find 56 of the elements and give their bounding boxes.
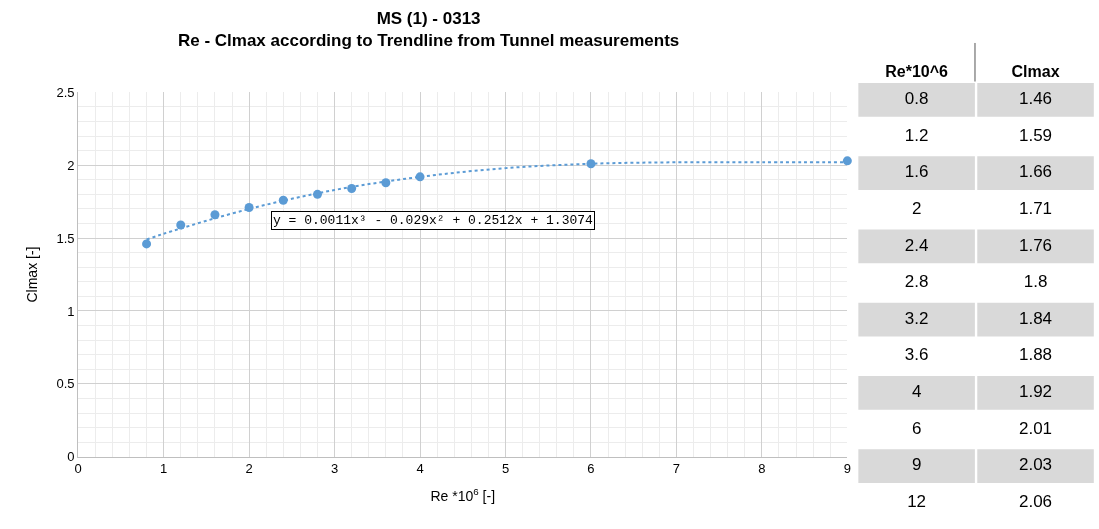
x-tick-label: 3 (330, 461, 339, 477)
data-label: 2.8 (904, 272, 929, 292)
data-label: 4 (911, 382, 922, 402)
y-tick-label: 1.5 (56, 230, 75, 246)
y-tick-label: 2.5 (56, 84, 75, 100)
data-label: 2.06 (1019, 491, 1053, 511)
y-tick-label: 2 (67, 157, 75, 173)
point (312, 189, 322, 199)
chart-title: MS (1) - 0313 (376, 8, 481, 28)
x-tick-label: 4 (416, 461, 424, 477)
point (415, 172, 425, 182)
data-label: 2.4 (904, 235, 929, 255)
data-label: 1.59 (1019, 125, 1053, 145)
y-axis-title: Clmax [-] (24, 246, 41, 303)
y-tick-label: 0 (67, 449, 75, 465)
x-tick-label: Clmax (1011, 63, 1060, 81)
annotation: y = 0.0011x³ - 0.029x² + 0.2512x + 1.3074 (273, 213, 594, 228)
data-label: 2.03 (1019, 455, 1053, 475)
point (842, 156, 852, 166)
point (381, 178, 391, 188)
point (347, 184, 357, 194)
point (278, 195, 288, 205)
data-label: 1.88 (1019, 345, 1053, 365)
data-label: 2 (911, 198, 922, 218)
x-tick-label: Re*10^6 (885, 63, 949, 81)
point (176, 220, 186, 230)
x-tick-label: 9 (843, 461, 851, 477)
data-label: 1.6 (904, 162, 929, 182)
chart-subtitle: Re - Clmax according to Trendline from Tunnel measurements (177, 30, 680, 50)
data-label: 1.2 (904, 125, 929, 145)
data-label: 6 (911, 418, 922, 438)
data-label: 1.46 (1019, 89, 1053, 109)
data-label: 1.92 (1019, 382, 1053, 402)
y-tick-label: 1 (67, 303, 75, 319)
point (586, 159, 596, 169)
point (142, 239, 152, 249)
data-label: 1.76 (1019, 235, 1053, 255)
data-label: 1.84 (1019, 308, 1053, 328)
data-label: 1.8 (1023, 272, 1048, 292)
x-tick-label: 5 (501, 461, 510, 477)
data-label: 3.2 (904, 308, 929, 328)
data-label: 1.66 (1019, 162, 1053, 182)
data-label: 3.6 (904, 345, 929, 365)
point (210, 210, 220, 220)
x-tick-label: 1 (160, 461, 168, 477)
data-label: 0.8 (904, 89, 929, 109)
x-tick-label: 7 (672, 461, 681, 477)
x-tick-label: 2 (245, 461, 253, 477)
data-label: 12 (907, 491, 927, 511)
y-tick-label: 0.5 (56, 376, 75, 392)
x-tick-label: 8 (758, 461, 766, 477)
data-label: 2.01 (1019, 418, 1053, 438)
x-axis-title: Re *10$^{6}$ [-] (430, 485, 496, 504)
point (244, 202, 254, 212)
data-label: 1.71 (1019, 198, 1053, 218)
x-tick-label: 6 (587, 461, 595, 477)
